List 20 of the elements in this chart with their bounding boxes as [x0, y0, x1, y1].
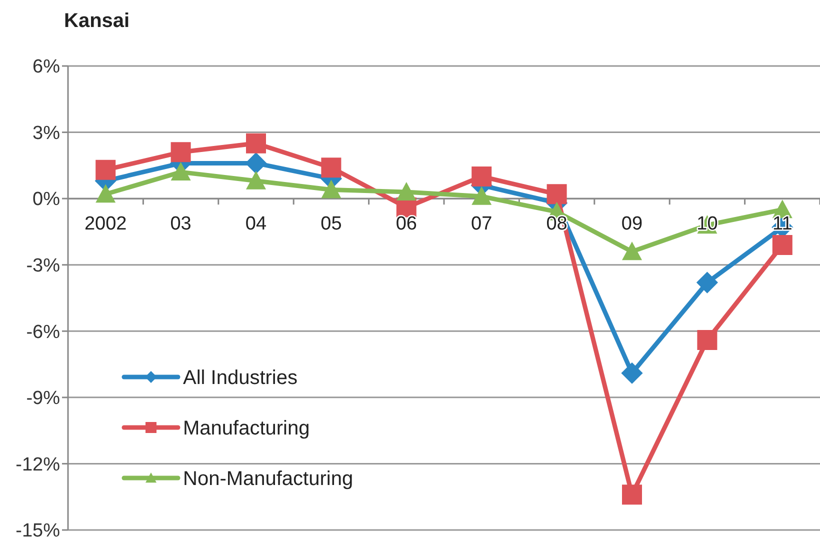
y-tick-label: -9% [26, 388, 60, 410]
y-tick-label: 6% [32, 56, 60, 78]
y-tick-label: -6% [26, 322, 60, 343]
x-tick-label: 2002 [84, 214, 127, 235]
x-tick-label: 07 [471, 214, 492, 235]
legend-label: All Industries [183, 367, 298, 389]
x-tick-label: 05 [320, 214, 342, 235]
chart-title: Kansai [64, 10, 130, 32]
legend-label: Non-Manufacturing [183, 468, 354, 490]
x-tick-label: 09 [621, 214, 643, 235]
y-tick-label: 0% [32, 189, 60, 210]
x-tick-label: 03 [170, 214, 192, 235]
x-tick-label: 04 [245, 214, 267, 235]
legend-label: Manufacturing [183, 418, 310, 440]
y-tick-label: -15% [16, 520, 60, 539]
y-tick-label: -3% [26, 256, 60, 277]
x-tick-label: 11 [772, 214, 792, 235]
y-tick-label: -12% [16, 454, 60, 476]
x-tick-label: 06 [396, 214, 417, 235]
y-tick-label: 3% [32, 122, 60, 144]
